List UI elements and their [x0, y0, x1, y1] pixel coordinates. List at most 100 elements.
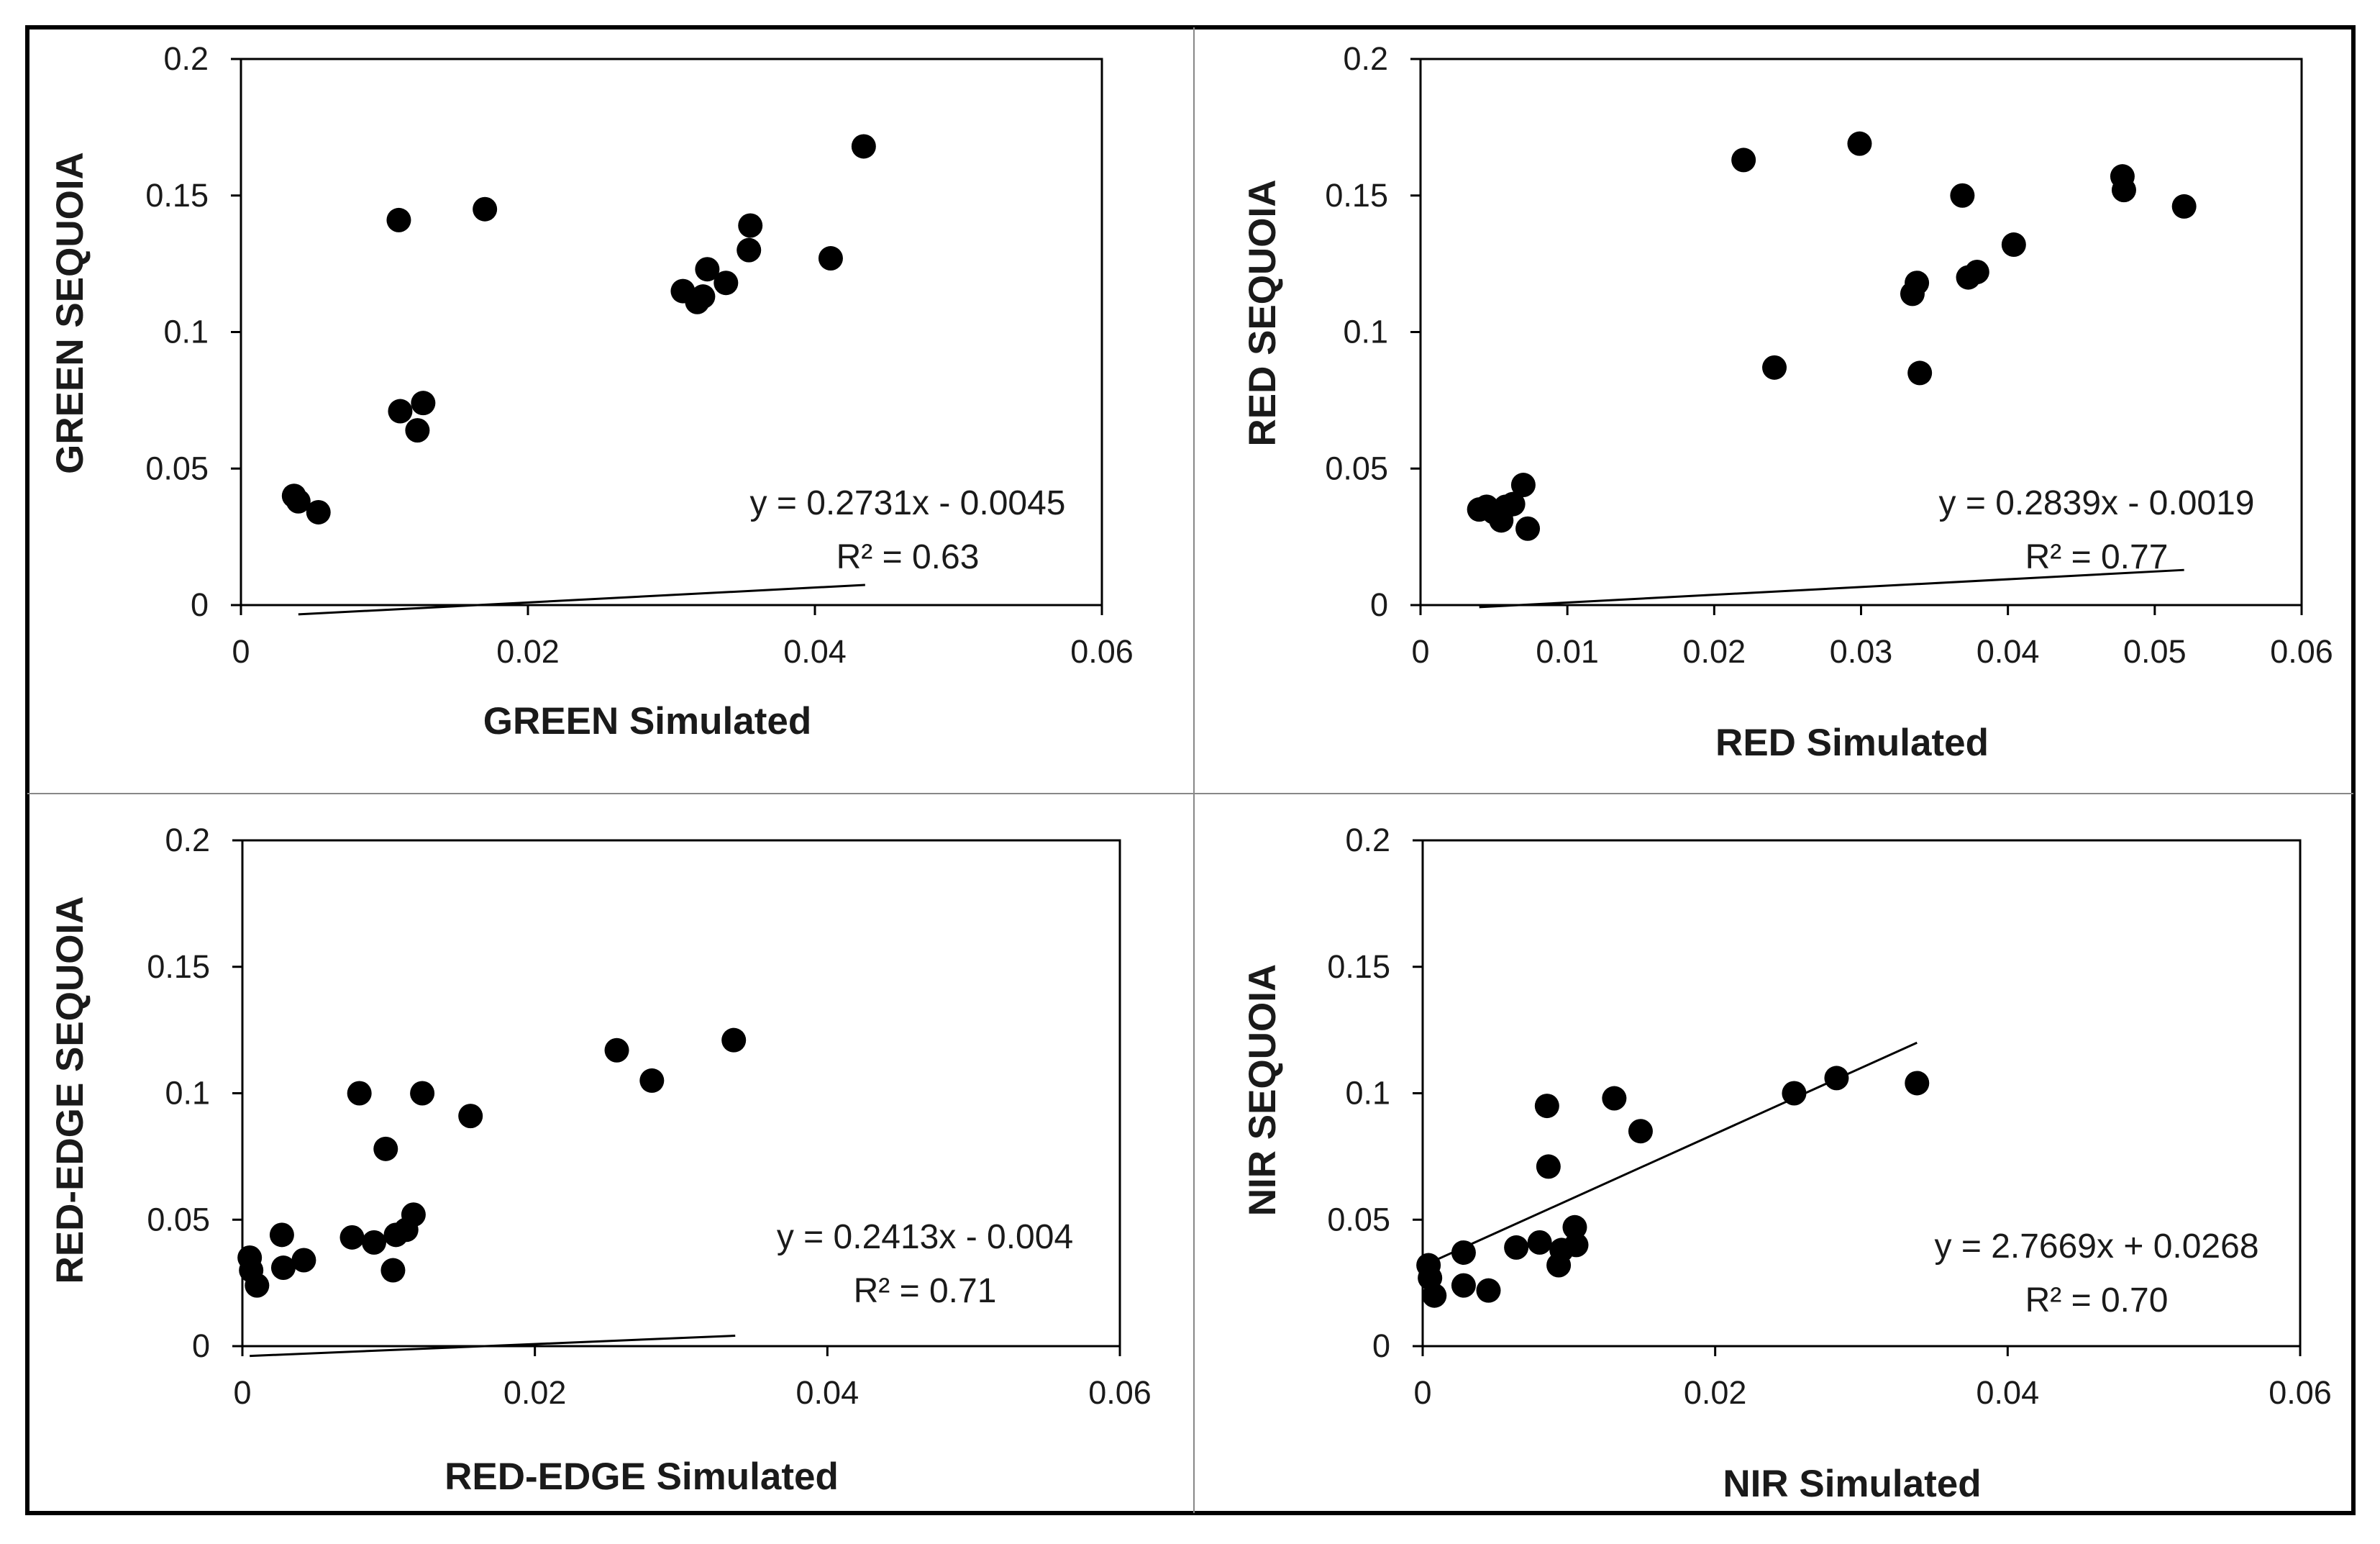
regression-equation: y = 0.2413x - 0.004: [777, 1218, 1073, 1256]
data-point: [380, 1258, 406, 1283]
trendline: [1479, 568, 2184, 609]
x-tick-label: 0.04: [783, 633, 847, 670]
data-point: [818, 246, 843, 271]
data-point: [291, 1248, 316, 1273]
data-point: [362, 1230, 386, 1255]
data-point: [388, 399, 413, 424]
x-tick-label: 0.02: [503, 1374, 567, 1411]
y-tick-label: 0.2: [163, 40, 209, 77]
data-point: [1907, 360, 1933, 386]
chart-red: RED SEQUOIA RED Simulated y = 0.2839x - …: [1241, 40, 2333, 764]
y-axis-title: NIR SEQUOIA: [1241, 964, 1284, 1216]
x-tick-label: 0.04: [796, 1374, 860, 1411]
y-tick-label: 0.15: [1325, 177, 1388, 214]
data-point: [269, 1222, 294, 1248]
x-tick-label: 0.06: [2270, 633, 2333, 670]
y-tick-label: 0.2: [1345, 822, 1390, 858]
data-point: [1950, 183, 1975, 208]
data-point: [373, 1136, 398, 1161]
x-tick-label: 0.04: [1977, 633, 2040, 670]
data-point: [1500, 491, 1526, 517]
data-point: [737, 237, 762, 263]
x-axis-title: RED-EDGE Simulated: [444, 1456, 839, 1498]
data-point: [306, 499, 331, 524]
y-axis-title: GREEN SEQUOIA: [49, 152, 91, 474]
x-axis-title: RED Simulated: [1715, 722, 1989, 764]
data-point: [1602, 1086, 1627, 1111]
r-squared: R² = 0.70: [2025, 1281, 2169, 1320]
data-point: [738, 213, 763, 238]
data-point: [473, 196, 498, 222]
data-point: [1628, 1119, 1653, 1144]
data-point: [1515, 516, 1541, 541]
y-tick-label: 0.05: [1327, 1201, 1390, 1238]
data-point: [1527, 1230, 1552, 1255]
data-point: [2001, 232, 2026, 258]
y-tick-label: 0.05: [1325, 450, 1388, 486]
x-tick-label: 0.06: [2269, 1374, 2332, 1411]
y-tick-label: 0: [192, 1327, 210, 1364]
chart-nir: NIR SEQUOIA NIR Simulated y = 2.7669x + …: [1241, 822, 2332, 1505]
figure-border: [25, 25, 2356, 1515]
y-tick-label: 0: [1372, 1327, 1390, 1364]
x-axis-title: NIR Simulated: [1723, 1463, 1981, 1505]
data-point: [411, 391, 436, 416]
data-point: [386, 207, 411, 232]
data-point: [695, 257, 720, 282]
x-tick-label: 0.02: [496, 633, 560, 670]
data-point: [405, 418, 430, 443]
data-point: [410, 1081, 435, 1106]
x-tick-label: 0.06: [1070, 633, 1134, 670]
data-point: [339, 1225, 365, 1250]
x-tick-label: 0: [1411, 633, 1429, 670]
data-point: [604, 1037, 629, 1063]
x-tick-label: 0: [1413, 1374, 1431, 1411]
data-point: [1476, 1278, 1501, 1303]
data-point: [1536, 1154, 1561, 1179]
x-tick-label: 0.01: [1536, 633, 1599, 670]
data-point: [1762, 355, 1787, 380]
data-point: [1905, 1071, 1930, 1096]
y-tick-label: 0.2: [1343, 40, 1388, 77]
trendline: [250, 1334, 736, 1358]
data-point: [1510, 473, 1536, 498]
data-point: [286, 489, 311, 514]
x-tick-label: 0: [233, 1374, 251, 1411]
x-tick-label: 0.02: [1684, 1374, 1747, 1411]
x-tick-label: 0.05: [2123, 633, 2187, 670]
x-tick-label: 0.02: [1683, 633, 1746, 670]
data-point: [1534, 1094, 1559, 1119]
chart-red-edge: RED-EDGE SEQUOIA RED-EDGE Simulated y = …: [49, 822, 1152, 1498]
data-point: [245, 1273, 270, 1298]
y-tick-label: 0.1: [1345, 1075, 1390, 1112]
y-tick-label: 0.2: [165, 822, 210, 858]
regression-equation: y = 0.2839x - 0.0019: [1939, 484, 2255, 522]
trendline: [298, 583, 865, 616]
y-tick-label: 0.1: [163, 314, 209, 350]
y-tick-label: 0.15: [147, 948, 210, 985]
data-point: [851, 134, 876, 159]
x-tick-label: 0: [232, 633, 250, 670]
plot-area: [240, 58, 1103, 607]
x-tick-label: 0.03: [1830, 633, 1893, 670]
data-point: [1847, 131, 1872, 156]
y-tick-label: 0.15: [1327, 948, 1390, 985]
y-tick-label: 0.1: [165, 1075, 210, 1112]
data-point: [270, 1255, 296, 1281]
data-point: [690, 284, 716, 309]
data-point: [2171, 194, 2197, 219]
y-tick-label: 0: [1370, 586, 1388, 623]
data-point: [458, 1104, 483, 1129]
data-point: [1562, 1214, 1587, 1240]
y-tick-label: 0: [191, 586, 209, 623]
data-point: [401, 1202, 426, 1227]
x-tick-label: 0.04: [1977, 1374, 2040, 1411]
data-point: [639, 1068, 665, 1093]
x-tick-label: 0.06: [1088, 1374, 1152, 1411]
chart-green: GREEN SEQUOIA GREEN Simulated y = 0.2731…: [49, 40, 1134, 743]
x-axis-title: GREEN Simulated: [483, 700, 811, 743]
r-squared: R² = 0.71: [854, 1272, 997, 1310]
y-tick-label: 0.1: [1343, 314, 1388, 350]
data-point: [1905, 271, 1930, 296]
